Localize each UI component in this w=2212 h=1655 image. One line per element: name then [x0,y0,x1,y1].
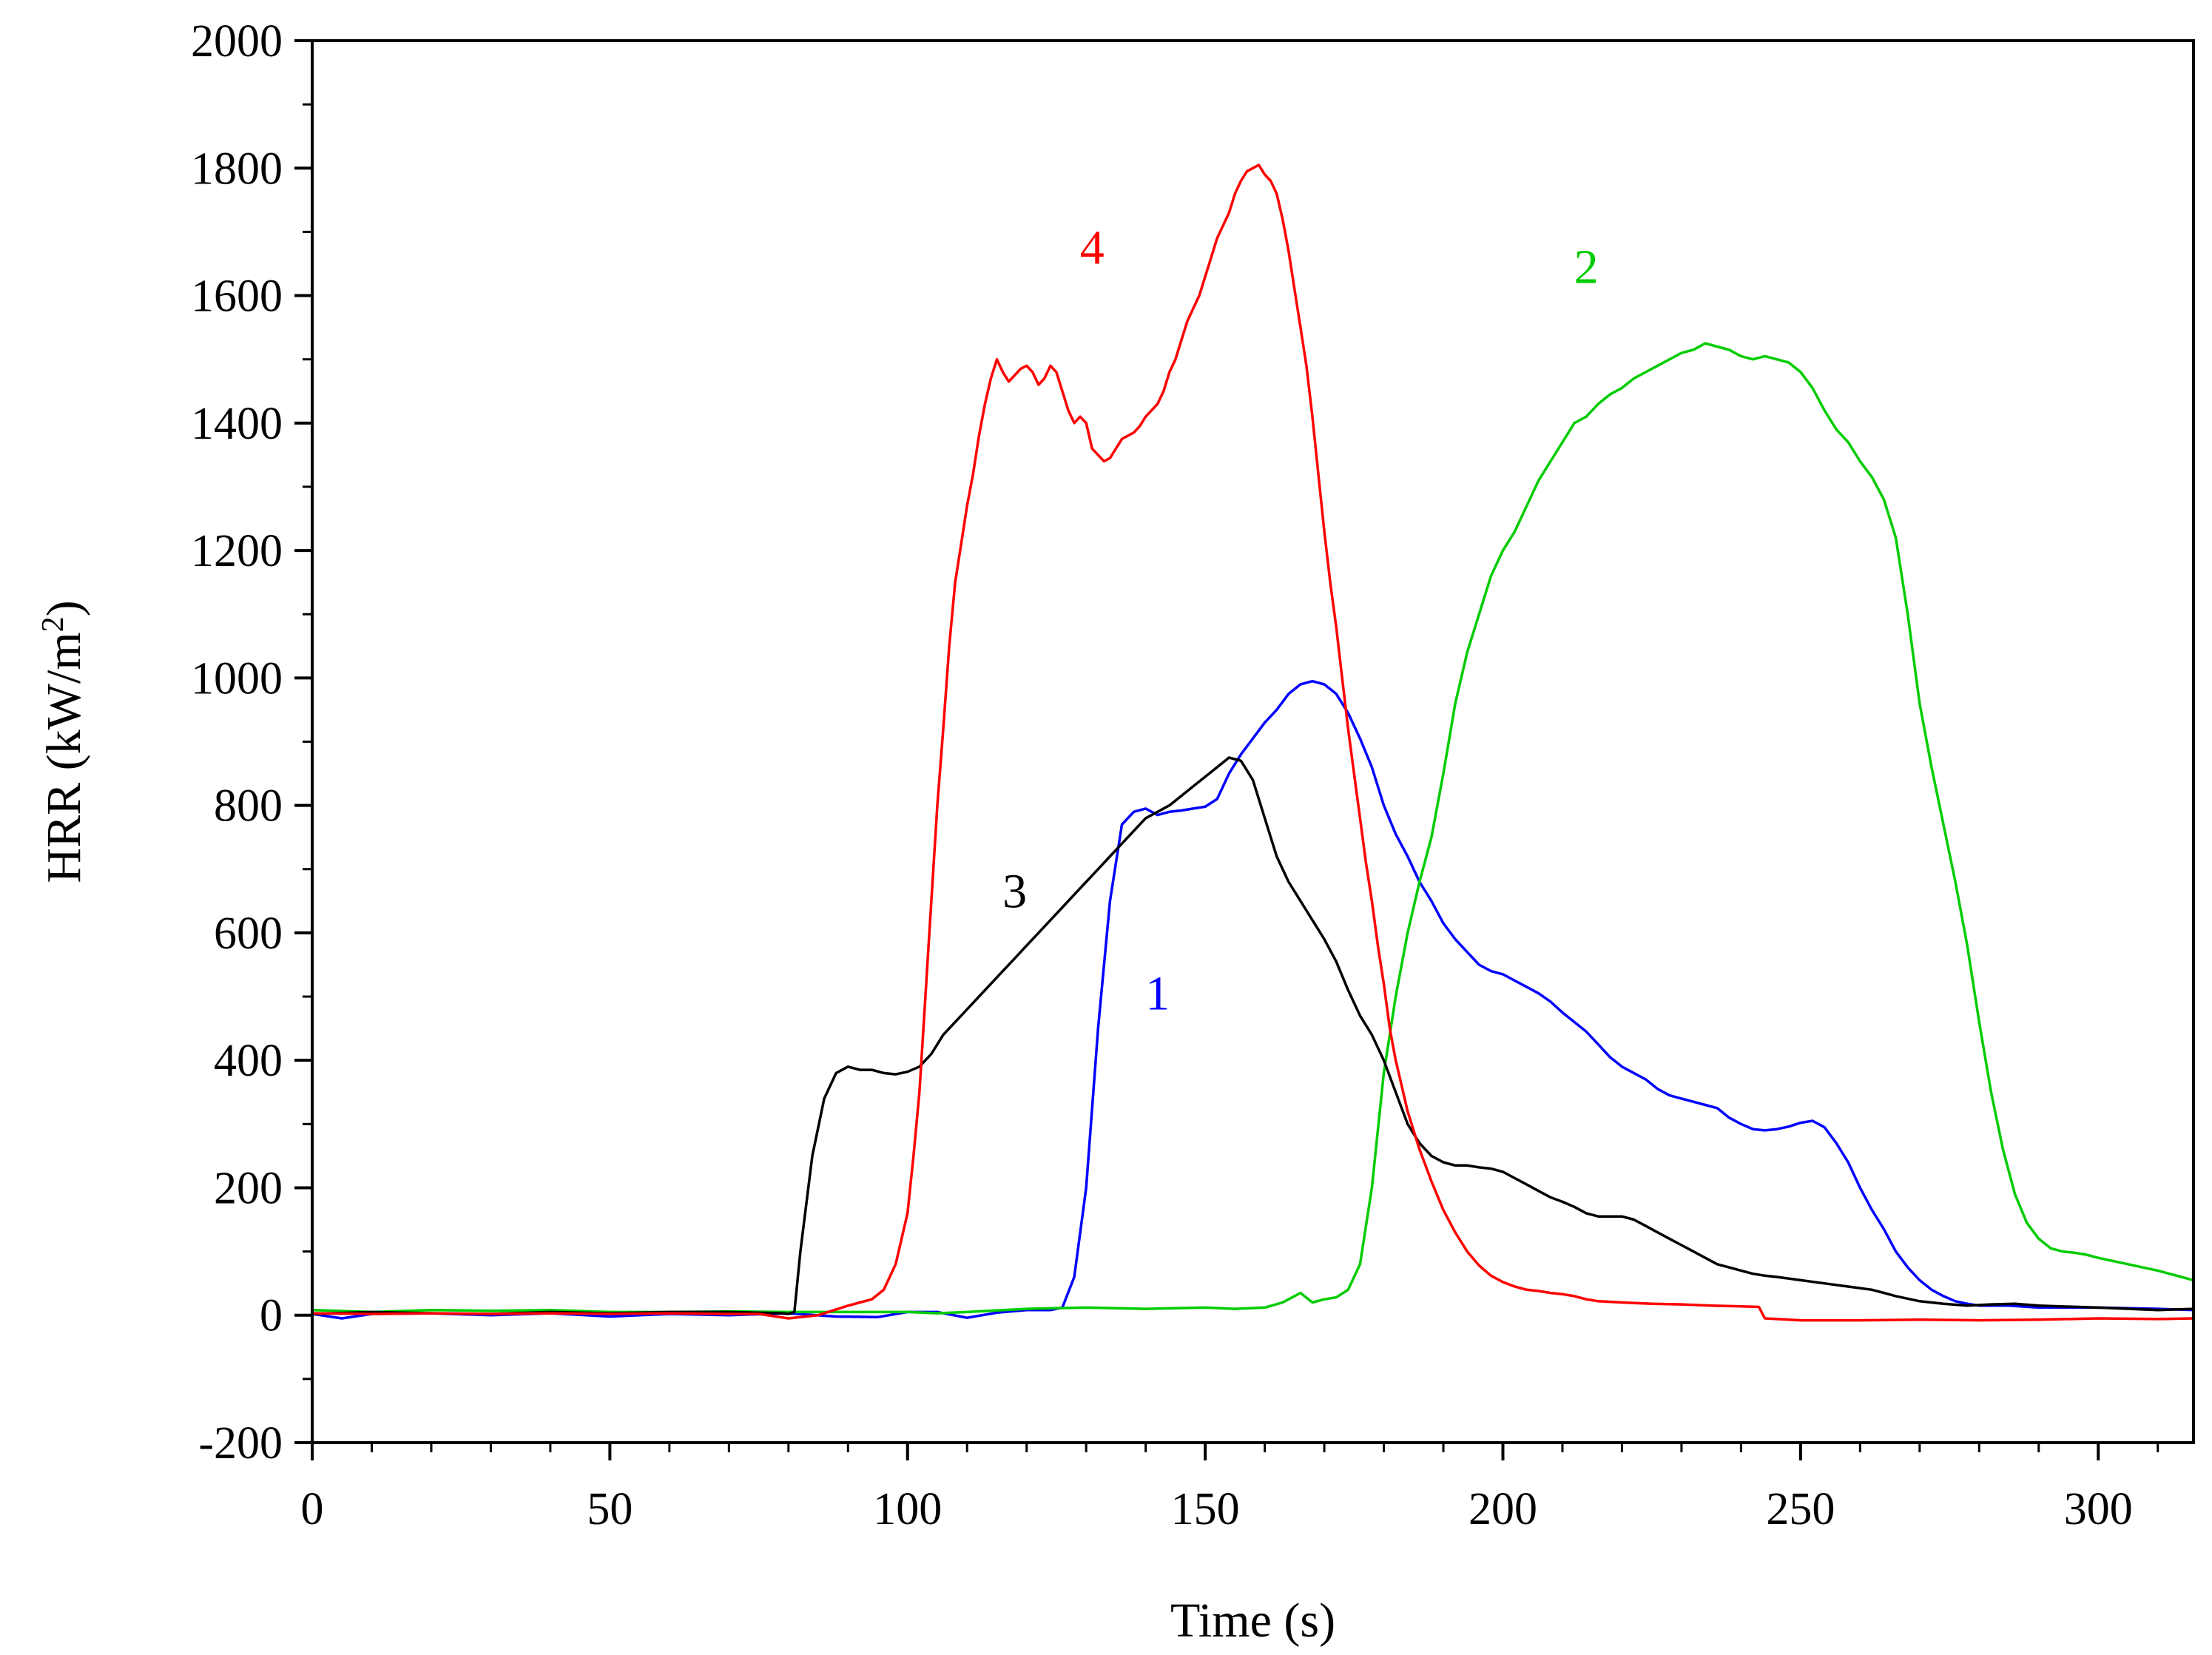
y-tick-label: -200 [198,1418,283,1469]
plot-frame [311,39,2195,1444]
y-tick-label: 1800 [191,144,283,194]
x-tick-label: 300 [2064,1484,2133,1534]
labels-layer: 0 50 100 150 200 250 300 -200 0 200 400 600 800 1000 1… [191,16,2133,1534]
series-3-line [311,756,2195,1315]
series-4-label: 4 [1080,220,1105,274]
series-1-label: 1 [1145,966,1170,1020]
series-3-label: 3 [1002,864,1027,918]
series-2-line [311,342,2195,1315]
ticks-layer [294,39,2159,1460]
y-axis-title-tail: ) [37,600,91,616]
series-2-label: 2 [1574,240,1599,294]
y-tick-label: 1000 [191,653,283,704]
y-tick-label: 1200 [191,526,283,576]
x-tick-label: 200 [1469,1484,1537,1534]
y-axis-title-superscript: 2 [36,616,70,632]
y-tick-label: 600 [214,909,283,959]
y-tick-label: 1400 [191,399,283,449]
x-tick-label: 0 [301,1484,324,1534]
y-tick-label: 1600 [191,272,283,322]
x-tick-label: 50 [587,1484,633,1534]
x-tick-label: 100 [873,1484,942,1534]
series-layer [311,164,2195,1322]
y-tick-label: 0 [260,1291,283,1341]
x-tick-label: 150 [1171,1484,1240,1534]
y-tick-label: 200 [214,1163,283,1213]
x-tick-label: 250 [1766,1484,1835,1534]
series-1-line [311,679,2195,1320]
y-axis-title: HRR (kW/m2) [36,600,91,883]
y-tick-label: 400 [214,1036,283,1086]
y-axis-title-main: HRR (kW/m [37,632,91,883]
y-tick-label: 800 [214,781,283,832]
series-4-line [311,164,2195,1322]
x-axis-title: Time (s) [1170,1594,1335,1648]
y-tick-label: 2000 [191,16,283,67]
